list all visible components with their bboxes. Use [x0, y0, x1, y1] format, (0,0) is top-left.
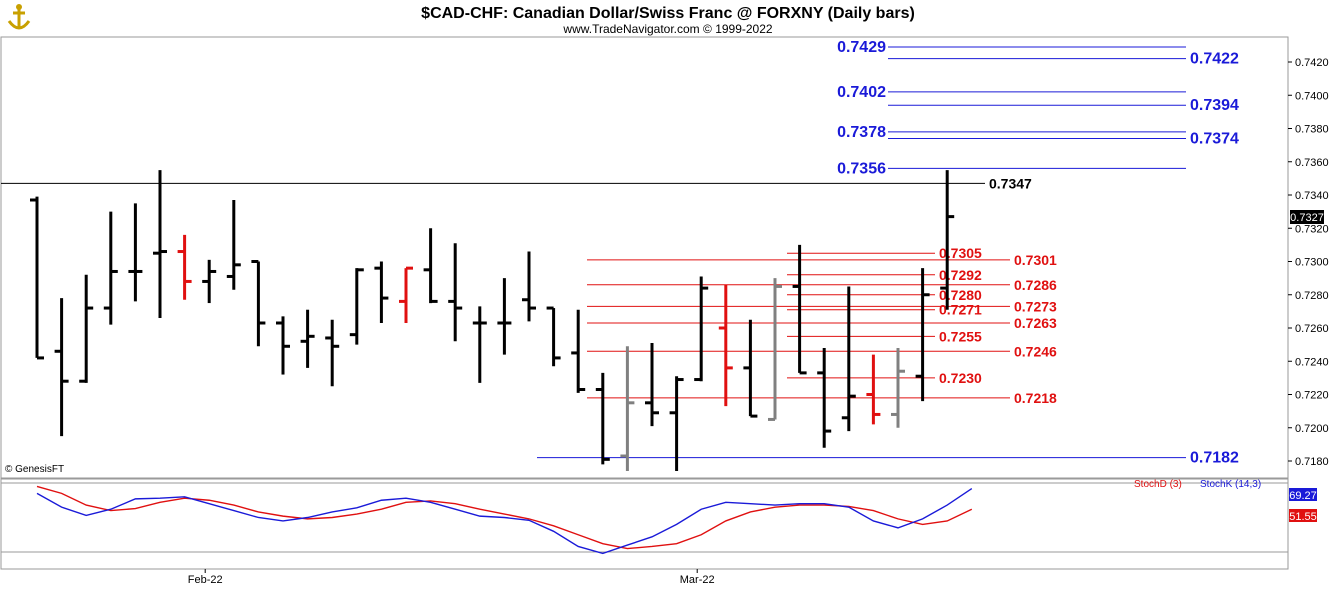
price-level-label: 0.7263	[1014, 315, 1057, 331]
y-axis-ticks: 0.74200.74000.73800.73600.73400.73200.73…	[1288, 57, 1329, 468]
ohlc-bar	[472, 306, 487, 383]
ohlc-bar	[817, 347, 832, 448]
price-level-label: 0.7301	[1014, 252, 1057, 268]
watermark-text: © GenesisFT	[5, 464, 64, 475]
chart-title: $CAD-CHF: Canadian Dollar/Swiss Franc @ …	[421, 5, 915, 22]
y-tick-label: 0.7340	[1295, 190, 1329, 202]
price-bars	[30, 170, 955, 471]
ohlc-bar	[300, 309, 315, 368]
ohlc-bar	[645, 342, 659, 427]
price-level-label: 0.7280	[939, 287, 982, 303]
ohlc-bar	[743, 319, 758, 418]
price-level-label: 0.7273	[1014, 298, 1057, 314]
ohlc-bar	[202, 259, 217, 304]
ohlc-bar	[448, 243, 463, 342]
ohlc-bar	[374, 261, 389, 324]
y-tick-label: 0.7320	[1295, 223, 1329, 235]
price-level-label: 0.7422	[1190, 51, 1239, 68]
ohlc-bar	[128, 203, 143, 302]
stoch-series-line	[36, 487, 973, 555]
last-price-label: 0.7327	[1290, 212, 1324, 224]
x-tick-label: Mar-22	[680, 574, 715, 586]
price-level-label: 0.7305	[939, 245, 982, 261]
ohlc-bar	[768, 278, 782, 421]
y-tick-label: 0.7280	[1295, 290, 1329, 302]
ohlc-bar	[522, 251, 536, 322]
ohlc-bar	[841, 286, 856, 432]
ohlc-bar	[153, 170, 167, 319]
y-tick-label: 0.7300	[1295, 257, 1329, 269]
y-tick-label: 0.7180	[1295, 456, 1329, 468]
last-price-badge	[1290, 210, 1324, 224]
ohlc-bar	[497, 278, 512, 355]
price-level-label: 0.7246	[1014, 343, 1057, 359]
ohlc-bar	[226, 199, 241, 290]
price-level-label: 0.7286	[1014, 277, 1057, 293]
ohlc-bar	[718, 284, 733, 407]
price-panel-frame	[0, 36, 1289, 479]
y-tick-label: 0.7260	[1295, 323, 1329, 335]
y-tick-label: 0.7200	[1295, 423, 1329, 435]
ohlc-bar	[915, 268, 930, 402]
stochD-badge	[1289, 509, 1317, 522]
ohlc-bar	[866, 354, 881, 425]
chart-subtitle: www.TradeNavigator.com © 1999-2022	[562, 22, 772, 36]
price-level-label: 0.7255	[939, 328, 982, 344]
price-level-label: 0.7292	[939, 267, 982, 283]
y-tick-label: 0.7240	[1295, 356, 1329, 368]
price-level-label: 0.7271	[939, 302, 982, 318]
stochK-last-label: 69.27	[1289, 490, 1317, 502]
stoch-panel-frame	[0, 478, 1289, 570]
ohlc-bar	[325, 319, 340, 387]
ohlc-bar	[251, 260, 266, 347]
y-tick-label: 0.7380	[1295, 124, 1329, 136]
ohlc-bar	[792, 244, 807, 375]
ohlc-bar	[423, 228, 438, 304]
price-level-label: 0.7402	[837, 84, 886, 101]
price-level-label: 0.7429	[837, 39, 886, 56]
ohlc-bar	[276, 316, 290, 375]
y-tick-label: 0.7360	[1295, 157, 1329, 169]
anchor-logo-icon	[4, 3, 34, 33]
price-level-label: 0.7378	[837, 124, 886, 141]
ohlc-bar	[694, 276, 709, 382]
stochK-badge	[1289, 488, 1317, 501]
x-axis-labels: Feb-22 Mar-22	[188, 569, 715, 586]
stochD-legend: StochD (3)	[1134, 479, 1182, 490]
stochK-legend: StochK (14,3)	[1200, 479, 1261, 490]
price-level-label: 0.7394	[1190, 97, 1239, 114]
price-level-label: 0.7230	[939, 370, 982, 386]
ohlc-bar	[620, 346, 635, 471]
price-level-label: 0.7356	[837, 160, 886, 177]
stochastic-lines	[36, 485, 973, 555]
ohlc-bar	[103, 211, 118, 325]
price-level-label: 0.7347	[989, 175, 1032, 191]
price-level-label: 0.7218	[1014, 390, 1057, 406]
ohlc-bar	[399, 266, 413, 324]
price-levels: 0.7429 0.7422 0.7402 0.7394 0.7378 0.7374 0.73…	[1, 39, 1239, 467]
ohlc-bar	[54, 298, 69, 437]
ohlc-bar	[546, 306, 561, 367]
y-tick-label: 0.7420	[1295, 57, 1329, 69]
x-tick-label: Feb-22	[188, 574, 223, 586]
ohlc-bar	[669, 376, 684, 471]
ohlc-bar	[571, 309, 586, 393]
ohlc-bar	[595, 372, 610, 465]
ohlc-bar	[349, 268, 364, 345]
stochD-last-label: 51.55	[1289, 511, 1317, 523]
y-tick-label: 0.7400	[1295, 90, 1329, 102]
price-level-label: 0.7182	[1190, 450, 1239, 467]
ohlc-bar	[177, 234, 192, 300]
price-level-label: 0.7374	[1190, 130, 1239, 147]
ohlc-bar	[891, 347, 905, 428]
y-tick-label: 0.7220	[1295, 390, 1329, 402]
ohlc-bar	[30, 196, 44, 360]
ohlc-bar	[79, 274, 94, 383]
ohlc-bar	[940, 170, 955, 310]
